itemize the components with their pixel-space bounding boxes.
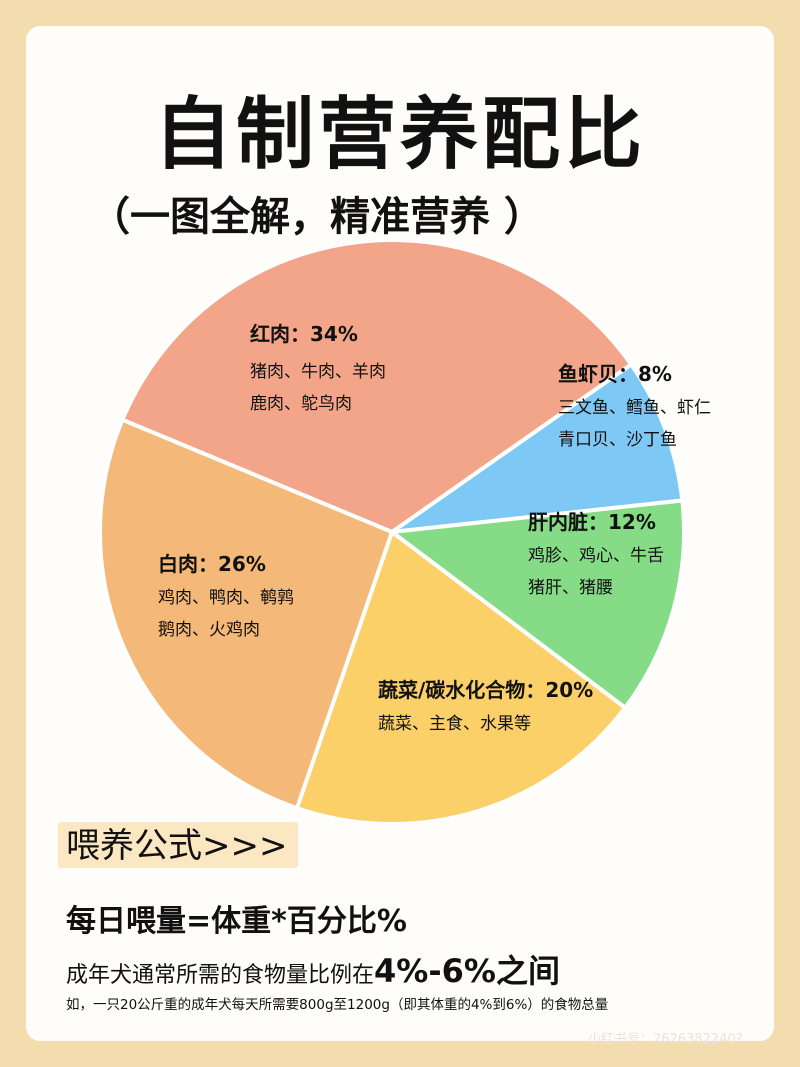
formula-ratio-line: 成年犬通常所需的食物量比例在4%-6%之间 (66, 946, 560, 992)
formula-main: 每日喂量=体重*百分比% (66, 904, 407, 939)
slice-label-heading: 鱼虾贝：8% (558, 362, 672, 386)
slice-label-veg-carbs: 蔬菜/碳水化合物：20% 蔬菜、主食、水果等 (378, 677, 593, 740)
slice-label-detail: 青口贝、沙丁鱼 (558, 430, 677, 450)
slice-label-red-meat: 红肉：34% 猪肉、牛肉、羊肉 鹿肉、鸵鸟肉 (250, 321, 386, 420)
pie-slice-veg-carbs (294, 530, 628, 826)
slice-label-seafood: 鱼虾贝：8% 三文鱼、鳕鱼、虾仁 青口贝、沙丁鱼 (558, 361, 711, 456)
pie-slice-white-meat (98, 417, 394, 811)
slice-label-heading: 蔬菜/碳水化合物：20% (378, 678, 594, 702)
watermark: 小红书号：2626382240? (588, 1032, 743, 1047)
slice-label-detail: 鹿肉、鸵鸟肉 (250, 394, 352, 414)
pie-slice-red-meat (120, 238, 634, 534)
page-title: 自制营养配比 (153, 90, 646, 180)
formula-heading: 喂养公式>>> (66, 826, 288, 866)
slice-label-detail: 猪肝、猪腰 (528, 578, 613, 598)
slice-label-detail: 鹅肉、火鸡肉 (158, 620, 260, 640)
slice-label-detail: 鸡胗、鸡心、牛舌 (528, 546, 664, 566)
slice-label-white-meat: 白肉：26% 鸡肉、鸭肉、鹌鹑 鹅肉、火鸡肉 (158, 551, 294, 646)
slice-label-organs: 肝内脏：12% 鸡胗、鸡心、牛舌 猪肝、猪腰 (528, 509, 664, 604)
pie-slice-seafood (390, 362, 685, 534)
slice-label-detail: 鸡肉、鸭肉、鹌鹑 (158, 588, 294, 608)
slice-label-heading: 肝内脏：12% (528, 510, 656, 534)
slice-label-detail: 蔬菜、主食、水果等 (378, 714, 531, 734)
slice-label-heading: 白肉：26% (158, 552, 266, 576)
slice-label-detail: 猪肉、牛肉、羊肉 (250, 362, 386, 382)
slice-label-detail: 三文鱼、鳕鱼、虾仁 (558, 398, 711, 418)
formula-example: 如，一只20公斤重的成年犬每天所需要800g至1200g（即其体重的4%到6%）… (66, 997, 609, 1013)
slice-label-heading: 红肉：34% (250, 322, 358, 346)
formula-ratio-prefix: 成年犬通常所需的食物量比例在 (66, 963, 375, 988)
formula-ratio-emphasis: 4%-6%之间 (374, 952, 560, 990)
pie-slice-organs (390, 498, 686, 710)
page-subtitle: （一图全解，精准营养 ） (90, 194, 544, 240)
formula-heading-highlight (58, 822, 298, 868)
